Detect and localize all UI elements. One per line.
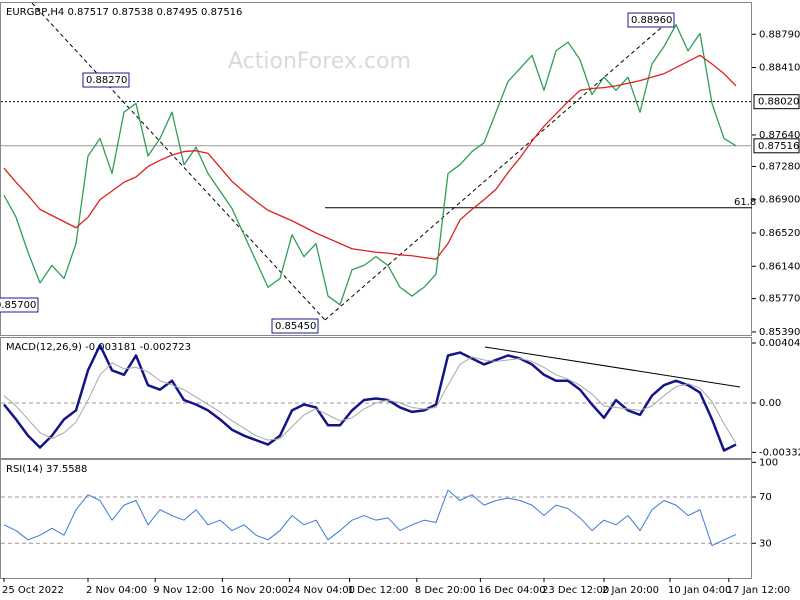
y-tick-label: 0.86900 — [759, 195, 800, 206]
y-tick-label: 0.87280 — [759, 161, 800, 172]
x-tick-label: 1 Dec 12:00 — [348, 585, 409, 596]
annotation: 0.88270 — [86, 75, 127, 86]
level-label: 0.88020 — [758, 97, 799, 108]
series-line — [3, 343, 737, 452]
watermark: ActionForex.com — [228, 49, 411, 74]
series-line — [3, 489, 737, 547]
x-tick-label: 10 Jan 04:00 — [668, 585, 731, 596]
macd-panel — [0, 337, 752, 459]
price-panel — [0, 2, 752, 336]
y-tick-label: 0.004042 — [759, 338, 800, 349]
x-tick-label: 16 Dec 04:00 — [478, 585, 545, 596]
annotation: 0.88960 — [631, 15, 672, 26]
y-tick-label: 0.00 — [759, 398, 781, 409]
annotation-box — [627, 12, 675, 28]
x-tick-label: 9 Nov 12:00 — [153, 585, 214, 596]
x-tick-label: 17 Jan 12:00 — [727, 585, 790, 596]
fib-label: 61.8 — [734, 197, 756, 208]
level-box — [753, 138, 800, 154]
x-tick-label: 16 Nov 20:00 — [220, 585, 287, 596]
y-tick-label: 0.86520 — [759, 228, 800, 239]
x-tick-label: 2 Nov 04:00 — [86, 585, 147, 596]
trend-line — [324, 19, 671, 321]
level-box — [753, 94, 800, 110]
y-tick-label: 0.87640 — [759, 130, 800, 141]
y-tick-label: 0.88410 — [759, 63, 800, 74]
annotation: 0.85450 — [275, 321, 316, 332]
annotation-box — [271, 318, 319, 334]
series-line — [3, 356, 737, 444]
panel-title: RSI(14) 37.5588 — [6, 464, 87, 475]
x-tick-label: 2 Jan 20:00 — [602, 585, 659, 596]
level-label: 0.87516 — [758, 141, 799, 152]
y-tick-label: -0.003326 — [759, 447, 800, 458]
x-tick-label: 25 Oct 2022 — [2, 585, 64, 596]
x-tick-label: 24 Nov 04:00 — [288, 585, 355, 596]
series-line — [3, 23, 737, 306]
y-tick-label: 0.85770 — [759, 294, 800, 305]
annotation-box — [82, 72, 130, 88]
y-tick-label: 0.88790 — [759, 29, 800, 40]
y-tick-label: 0.85390 — [759, 327, 800, 338]
y-tick-label: 100 — [759, 457, 778, 468]
rsi-panel — [0, 459, 752, 579]
x-tick-label: 23 Dec 12:00 — [542, 585, 609, 596]
annotation: 0.85700 — [0, 300, 36, 311]
y-tick-label: 30 — [759, 538, 772, 549]
x-tick-label: 8 Dec 20:00 — [415, 585, 476, 596]
trend-line — [31, 2, 326, 321]
panel-title: EURGBP,H4 0.87517 0.87538 0.87495 0.8751… — [6, 7, 242, 18]
y-tick-label: 70 — [759, 492, 772, 503]
macd-trend-line — [484, 346, 741, 388]
y-tick-label: 0.86140 — [759, 261, 800, 272]
series-line — [3, 54, 737, 260]
annotation-box — [0, 297, 39, 313]
